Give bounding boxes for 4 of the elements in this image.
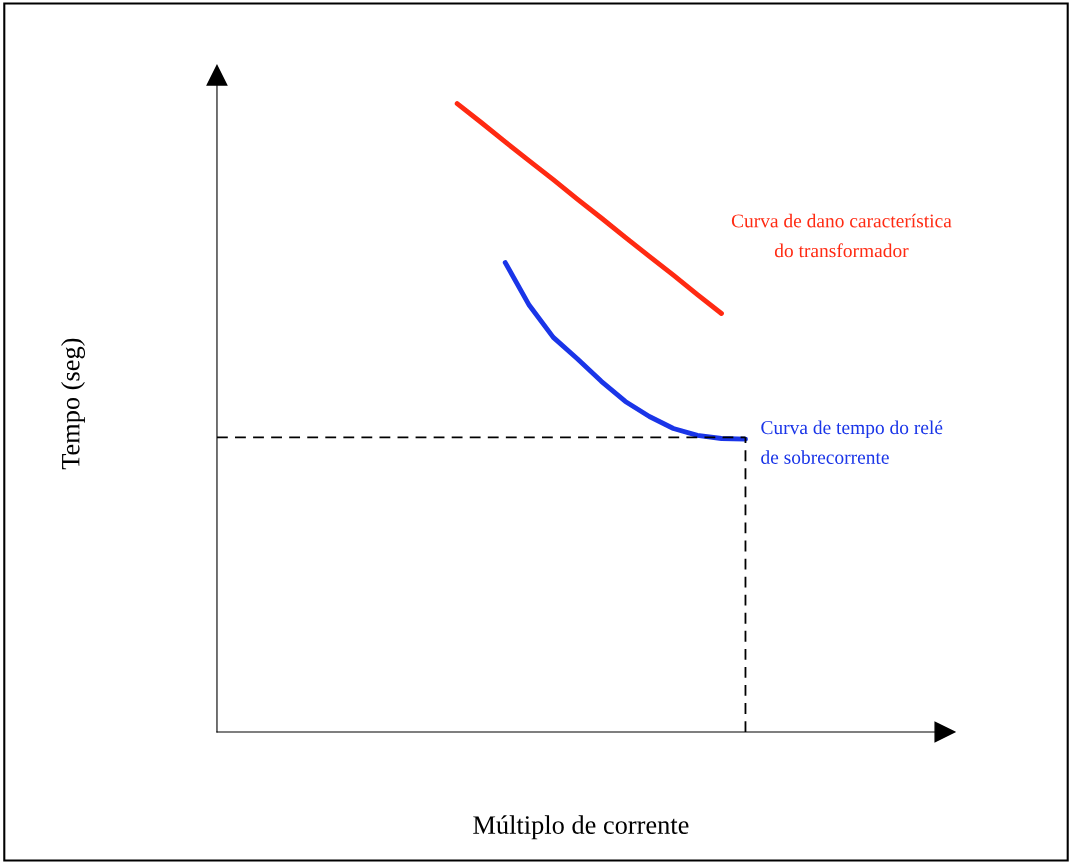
y-axis-title: Tempo (seg) [61,338,86,470]
text: Curva de dano característica do transformador [731,213,952,258]
x-axis-title: Múltiplo de corrente [473,815,689,840]
series-label: Curva de tempo do relé de sobrecorrente [761,420,943,464]
